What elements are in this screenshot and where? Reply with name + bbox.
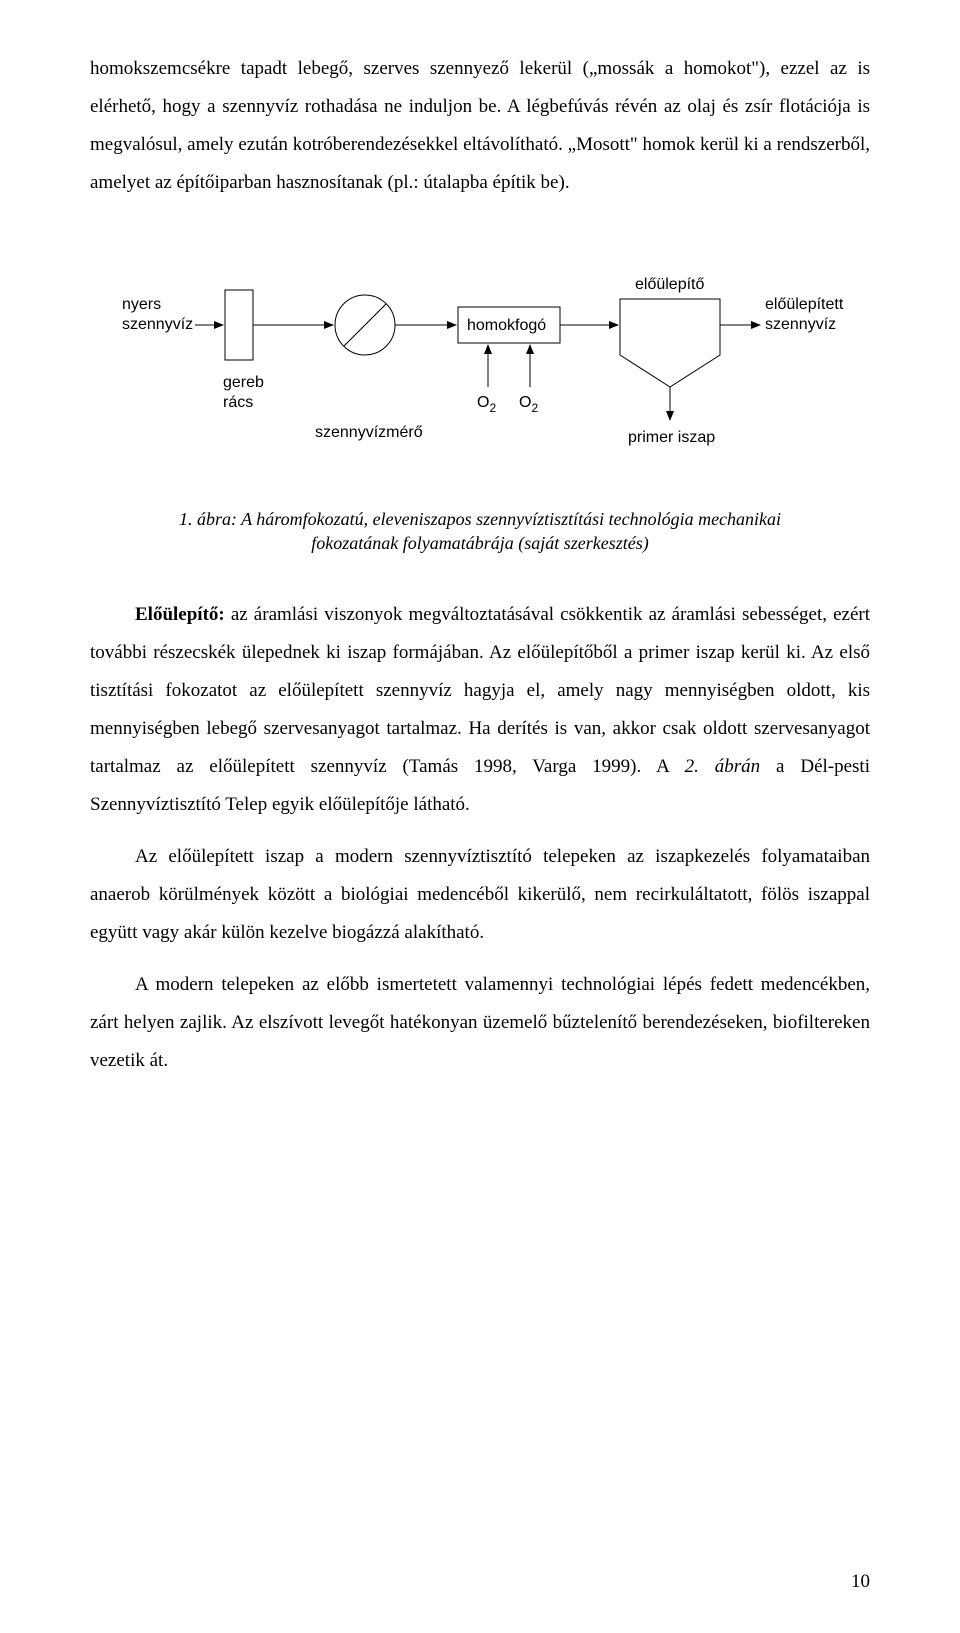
label-primer-iszap: primer iszap xyxy=(628,429,715,446)
paragraph-4: A modern telepeken az előbb ismertetett … xyxy=(90,966,870,1080)
lead-eloulepito: Előülepítő: xyxy=(135,604,225,625)
label-racs: rács xyxy=(223,394,253,411)
label-homokfogo: homokfogó xyxy=(467,317,546,334)
node-eloulepito xyxy=(620,299,720,387)
p2-rest: az áramlási viszonyok megváltoztatásával… xyxy=(90,604,870,777)
label-eloulepito: előülepítő xyxy=(635,276,704,293)
paragraph-1: homokszemcsékre tapadt lebegő, szerves s… xyxy=(90,50,870,202)
paragraph-3: Az előülepített iszap a modern szennyvíz… xyxy=(90,838,870,952)
label-szennyvizmero: szennyvízmérő xyxy=(315,424,423,441)
label-eloulepitett: előülepített xyxy=(765,296,844,313)
page-number: 10 xyxy=(851,1571,870,1593)
label-o2-a: O2 xyxy=(477,394,496,415)
node-gereb-racs xyxy=(225,290,253,360)
label-nyers: nyers xyxy=(122,296,161,313)
label-szennyviz2: szennyvíz xyxy=(765,316,836,333)
circle-slash xyxy=(344,304,386,346)
label-gereb: gereb xyxy=(223,374,264,391)
figure-caption: 1. ábra: A háromfokozatú, eleveniszapos … xyxy=(155,507,805,556)
label-szennyviz: szennyvíz xyxy=(122,316,193,333)
paragraph-2: Előülepítő: az áramlási viszonyok megvál… xyxy=(90,596,870,824)
p2-italic: 2. ábrán xyxy=(685,756,761,777)
flowchart-svg: nyers szennyvíz gereb rács szennyvízmérő… xyxy=(110,247,850,487)
figure-1: nyers szennyvíz gereb rács szennyvízmérő… xyxy=(90,247,870,556)
document-page: homokszemcsékre tapadt lebegő, szerves s… xyxy=(0,0,960,1633)
label-o2-b: O2 xyxy=(519,394,538,415)
